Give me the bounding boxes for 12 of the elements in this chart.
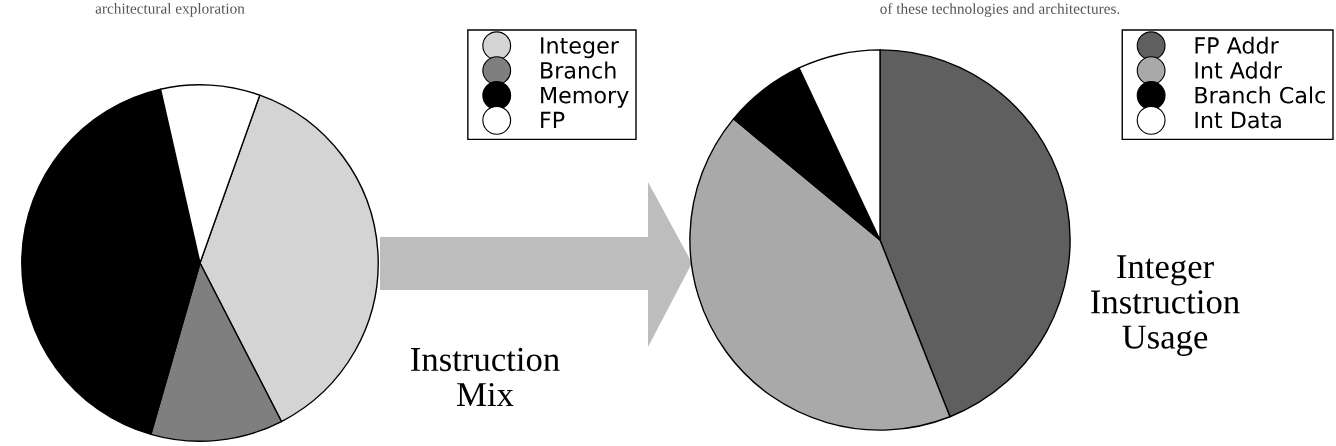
text: Instruction Mix xyxy=(411,347,560,406)
legend-label: Branch xyxy=(541,61,616,79)
text: Integer Instruction Usage xyxy=(1091,255,1240,356)
legend-label: FP xyxy=(541,111,565,129)
legend-label: Int Addr xyxy=(1195,61,1282,79)
legend-label: Branch Calc xyxy=(1195,86,1325,104)
text: of these technologies and architectures. xyxy=(880,3,1120,18)
legend-label: Memory xyxy=(541,87,629,108)
legend-label: FP Addr xyxy=(1195,36,1279,54)
legend-label: Integer xyxy=(541,37,619,59)
legend-label: Int Data xyxy=(1195,111,1281,129)
text: architectural exploration xyxy=(95,3,245,17)
